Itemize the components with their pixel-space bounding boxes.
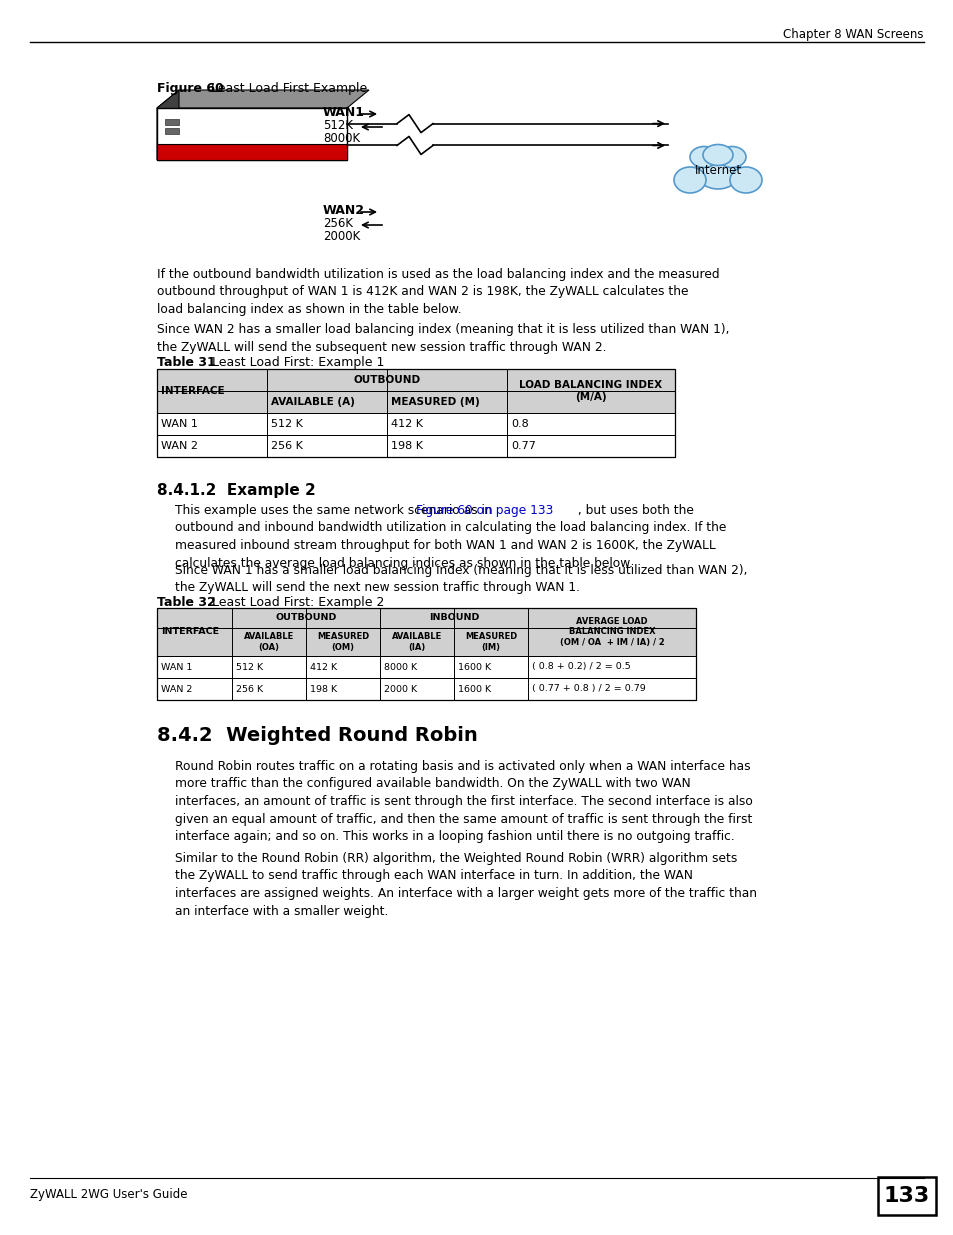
Ellipse shape	[718, 147, 745, 168]
Text: Round Robin routes traffic on a rotating basis and is activated only when a WAN : Round Robin routes traffic on a rotating…	[174, 760, 752, 844]
Text: WAN 2: WAN 2	[161, 441, 198, 451]
Bar	[157, 369, 675, 457]
Text: Since WAN 2 has a smaller load balancing index (meaning that it is less utilized: Since WAN 2 has a smaller load balancing…	[157, 324, 729, 353]
Text: Figure 60: Figure 60	[157, 82, 224, 95]
Text: 512 K: 512 K	[271, 419, 302, 429]
Text: AVAILABLE
(IA): AVAILABLE (IA)	[392, 632, 441, 652]
Ellipse shape	[729, 167, 761, 193]
Text: INTERFACE: INTERFACE	[161, 627, 219, 636]
Bar	[157, 678, 696, 700]
Bar	[157, 412, 675, 435]
Text: Table 31: Table 31	[157, 356, 215, 369]
Text: MEASURED (M): MEASURED (M)	[391, 396, 479, 408]
Text: 0.8: 0.8	[511, 419, 528, 429]
Text: 8.4.1.2  Example 2: 8.4.1.2 Example 2	[157, 483, 315, 498]
Text: Least Load First: Example 1: Least Load First: Example 1	[200, 356, 384, 369]
Text: WAN 2: WAN 2	[161, 684, 193, 694]
Polygon shape	[157, 90, 179, 161]
Text: 2000K: 2000K	[323, 230, 360, 243]
Text: 8000K: 8000K	[323, 132, 359, 144]
Text: 8000 K: 8000 K	[384, 662, 416, 672]
Text: ZyWALL 2WG User's Guide: ZyWALL 2WG User's Guide	[30, 1188, 188, 1200]
Bar	[157, 629, 696, 656]
Text: Least Load First Example: Least Load First Example	[199, 82, 367, 95]
Text: Similar to the Round Robin (RR) algorithm, the Weighted Round Robin (WRR) algori: Similar to the Round Robin (RR) algorith…	[174, 852, 757, 918]
Text: 412 K: 412 K	[391, 419, 422, 429]
Bar	[157, 391, 675, 412]
Text: AVAILABLE
(OA): AVAILABLE (OA)	[244, 632, 294, 652]
Bar	[165, 119, 179, 125]
Text: 8.4.2  Weighted Round Robin: 8.4.2 Weighted Round Robin	[157, 726, 477, 745]
Text: Figure 60 on page 133: Figure 60 on page 133	[416, 504, 553, 517]
Text: WAN1: WAN1	[323, 106, 365, 119]
Text: Least Load First: Example 2: Least Load First: Example 2	[200, 597, 384, 609]
Text: 198 K: 198 K	[391, 441, 422, 451]
Bar	[877, 1177, 935, 1215]
Text: 256 K: 256 K	[271, 441, 302, 451]
Text: If the outbound bandwidth utilization is used as the load balancing index and th: If the outbound bandwidth utilization is…	[157, 268, 719, 316]
Bar	[157, 608, 696, 700]
Text: 0.77: 0.77	[511, 441, 536, 451]
Text: 2000 K: 2000 K	[384, 684, 416, 694]
Bar	[157, 369, 675, 391]
Text: WAN 1: WAN 1	[161, 662, 193, 672]
Text: OUTBOUND: OUTBOUND	[353, 375, 420, 385]
Text: WAN 1: WAN 1	[161, 419, 197, 429]
Text: 512K: 512K	[323, 119, 353, 132]
Text: 1600 K: 1600 K	[457, 684, 491, 694]
Text: 412 K: 412 K	[310, 662, 336, 672]
Ellipse shape	[673, 167, 705, 193]
Text: OUTBOUND: OUTBOUND	[275, 614, 336, 622]
Text: ( 0.8 + 0.2) / 2 = 0.5: ( 0.8 + 0.2) / 2 = 0.5	[532, 662, 630, 672]
Text: ( 0.77 + 0.8 ) / 2 = 0.79: ( 0.77 + 0.8 ) / 2 = 0.79	[532, 684, 645, 694]
Bar	[157, 656, 696, 678]
Text: Table 32: Table 32	[157, 597, 215, 609]
Text: LOAD BALANCING INDEX
(M/A): LOAD BALANCING INDEX (M/A)	[518, 380, 662, 401]
Text: INTERFACE: INTERFACE	[161, 387, 224, 396]
Text: MEASURED
(IM): MEASURED (IM)	[464, 632, 517, 652]
Text: AVAILABLE (A): AVAILABLE (A)	[271, 396, 355, 408]
Text: WAN2: WAN2	[323, 204, 365, 217]
Bar	[157, 144, 347, 161]
Text: This example uses the same network scenario as in                      , but use: This example uses the same network scena…	[174, 504, 725, 569]
Ellipse shape	[695, 151, 740, 189]
Text: AVERAGE LOAD
BALANCING INDEX
(OM / OA  + IM / IA) / 2: AVERAGE LOAD BALANCING INDEX (OM / OA + …	[559, 618, 663, 647]
Text: 198 K: 198 K	[310, 684, 336, 694]
Bar	[157, 608, 696, 629]
Ellipse shape	[702, 144, 732, 165]
Text: Chapter 8 WAN Screens: Chapter 8 WAN Screens	[782, 28, 923, 41]
Bar	[157, 107, 347, 161]
Text: 1600 K: 1600 K	[457, 662, 491, 672]
Text: Internet: Internet	[694, 164, 740, 178]
Bar	[165, 128, 179, 135]
Text: INBOUND: INBOUND	[428, 614, 478, 622]
Text: Since WAN 1 has a smaller load balancing index (meaning that it is less utilized: Since WAN 1 has a smaller load balancing…	[174, 564, 747, 594]
Ellipse shape	[689, 147, 718, 168]
Text: 256K: 256K	[323, 217, 353, 230]
Text: 133: 133	[882, 1186, 929, 1207]
Text: MEASURED
(OM): MEASURED (OM)	[316, 632, 369, 652]
Text: 512 K: 512 K	[235, 662, 263, 672]
Text: 256 K: 256 K	[235, 684, 263, 694]
Polygon shape	[157, 90, 369, 107]
Bar	[157, 435, 675, 457]
